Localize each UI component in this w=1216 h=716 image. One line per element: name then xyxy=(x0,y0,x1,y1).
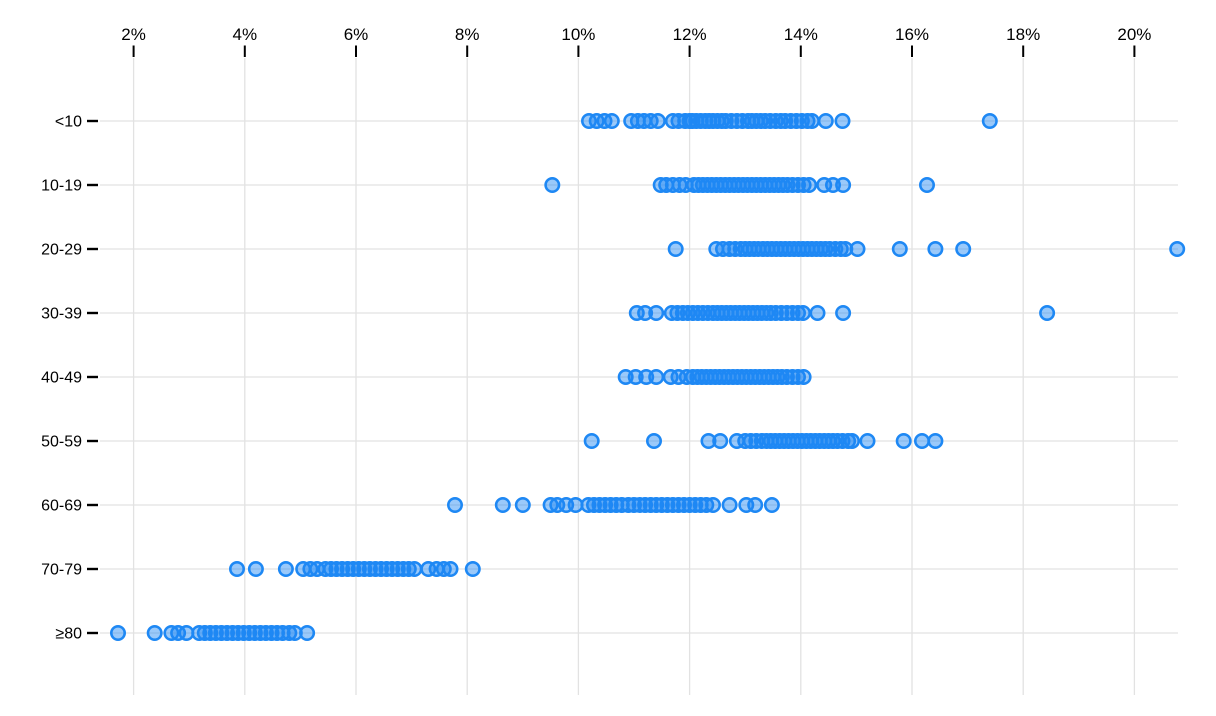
data-point xyxy=(406,560,423,577)
data-point xyxy=(955,241,972,258)
data-point xyxy=(567,496,584,513)
data-point xyxy=(603,113,620,130)
data-point xyxy=(700,432,717,449)
data-point xyxy=(927,241,944,258)
data-point xyxy=(229,560,246,577)
x-axis-tick-label: 6% xyxy=(344,25,369,44)
data-point xyxy=(849,241,866,258)
x-axis-tick-label: 18% xyxy=(1006,25,1040,44)
data-point xyxy=(859,432,876,449)
data-point xyxy=(747,496,764,513)
data-point xyxy=(494,496,511,513)
x-axis-tick-label: 2% xyxy=(121,25,146,44)
data-point xyxy=(835,177,852,194)
data-point xyxy=(913,432,930,449)
data-point xyxy=(277,560,294,577)
data-point xyxy=(514,496,531,513)
data-point xyxy=(801,177,818,194)
data-point xyxy=(981,113,998,130)
data-point xyxy=(464,560,481,577)
data-point xyxy=(648,368,665,385)
x-axis-tick-label: 8% xyxy=(455,25,480,44)
data-point xyxy=(178,624,195,641)
data-point xyxy=(794,304,811,321)
data-point xyxy=(645,432,662,449)
data-point xyxy=(895,432,912,449)
data-point xyxy=(648,304,665,321)
data-point xyxy=(834,113,851,130)
y-axis-category-label: 70-79 xyxy=(41,562,82,579)
data-point xyxy=(843,432,860,449)
data-point xyxy=(146,624,163,641)
x-axis-tick-label: 20% xyxy=(1117,25,1151,44)
data-point xyxy=(637,304,654,321)
data-point xyxy=(649,113,666,130)
y-axis-category-label: ≥80 xyxy=(55,626,82,643)
x-axis-tick-label: 10% xyxy=(561,25,595,44)
data-point xyxy=(795,368,812,385)
data-point xyxy=(721,496,738,513)
x-axis-tick-label: 12% xyxy=(673,25,707,44)
y-axis-category-label: 50-59 xyxy=(41,434,82,451)
data-point xyxy=(583,432,600,449)
data-point xyxy=(789,304,806,321)
data-point xyxy=(835,304,852,321)
y-axis-category-label: <10 xyxy=(55,114,82,131)
data-point xyxy=(763,496,780,513)
data-point xyxy=(891,241,908,258)
data-point xyxy=(446,496,463,513)
y-axis-category-label: 60-69 xyxy=(41,498,82,515)
data-point xyxy=(927,432,944,449)
data-point xyxy=(704,496,721,513)
x-axis-tick-label: 16% xyxy=(895,25,929,44)
data-point xyxy=(544,177,561,194)
data-point xyxy=(110,624,127,641)
y-axis-category-label: 30-39 xyxy=(41,306,82,323)
y-axis-category-label: 40-49 xyxy=(41,370,82,387)
data-point xyxy=(832,241,849,258)
y-axis-category-label: 10-19 xyxy=(41,178,82,195)
data-point xyxy=(918,177,935,194)
data-point xyxy=(299,624,316,641)
data-point xyxy=(442,560,459,577)
data-point xyxy=(247,560,264,577)
data-point xyxy=(803,113,820,130)
data-point xyxy=(1039,304,1056,321)
data-point xyxy=(809,304,826,321)
data-point xyxy=(799,113,816,130)
data-point xyxy=(667,241,684,258)
data-point xyxy=(817,113,834,130)
data-point xyxy=(712,432,729,449)
y-axis-category-label: 20-29 xyxy=(41,242,82,259)
data-point xyxy=(1169,241,1186,258)
x-axis-tick-label: 14% xyxy=(784,25,818,44)
x-axis-tick-label: 4% xyxy=(233,25,258,44)
